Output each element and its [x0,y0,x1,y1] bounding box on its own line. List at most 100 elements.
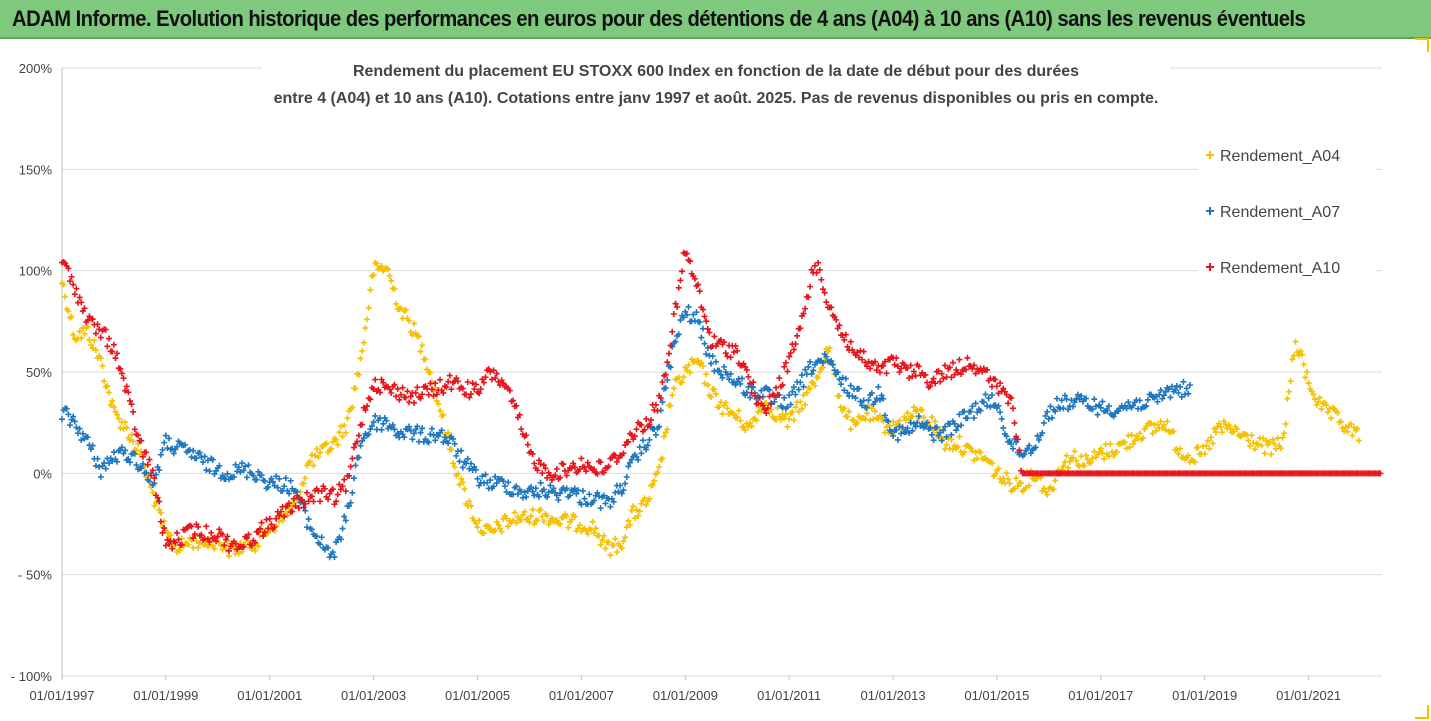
data-point [334,491,341,498]
data-point [730,349,737,356]
data-point [940,427,947,434]
data-point [618,545,625,552]
data-point [620,487,627,494]
data-point [923,379,930,386]
data-point [365,304,372,311]
data-point [498,528,505,535]
legend-marker [1206,207,1214,215]
data-point [798,405,805,412]
data-point [979,368,986,375]
data-point [84,434,91,441]
data-point [805,294,812,301]
data-point [904,409,911,416]
data-point [747,394,754,401]
data-point [623,524,630,531]
data-point [739,375,746,382]
data-point [583,468,590,475]
data-point [893,355,900,362]
data-point [682,308,689,315]
data-point [333,498,340,505]
data-point [178,535,185,542]
data-point [571,513,578,520]
data-point [513,519,520,526]
data-point [563,472,570,479]
data-point [407,427,414,434]
data-point [422,356,429,363]
data-point [828,304,835,311]
data-point [838,404,845,411]
data-point [1277,445,1284,452]
data-point [1323,402,1330,409]
data-point [1183,385,1190,392]
data-point [708,394,715,401]
series-Rendement_A04 [59,259,1362,560]
x-tick-label: 01/01/2019 [1172,688,1237,703]
data-point [724,353,731,360]
data-point [970,414,977,421]
data-point [768,406,775,413]
data-point [1157,387,1164,394]
data-point [138,437,145,444]
data-point [834,369,841,376]
data-point [909,413,916,420]
data-point [92,462,99,469]
data-point [135,440,142,447]
data-point [672,300,679,307]
data-point [1377,470,1384,477]
data-point [385,266,391,273]
data-point [1160,392,1167,399]
data-point [245,531,252,538]
data-point [474,475,481,482]
data-point [529,506,536,513]
data-point [89,316,96,323]
data-point [1269,436,1276,443]
data-point [1060,405,1067,412]
data-point [1104,407,1111,414]
data-point [1009,405,1016,412]
data-point [477,385,484,392]
data-point [505,479,512,486]
data-point [106,389,113,396]
data-point [631,433,638,440]
data-point [352,385,359,392]
data-point [953,427,960,434]
data-point [485,523,492,530]
data-point [1026,482,1033,489]
chart-title-line: entre 4 (A04) et 10 ans (A10). Cotations… [274,90,1159,107]
data-point [816,266,823,273]
data-point [156,498,163,505]
data-point [248,542,255,549]
data-point [789,408,796,415]
data-point [123,424,130,431]
data-point [680,314,687,321]
data-point [748,390,755,397]
data-point [808,370,815,377]
data-point [962,366,969,373]
data-point [451,440,458,447]
data-point [643,415,650,422]
data-point [696,288,703,295]
data-point [1089,406,1096,413]
data-point [699,306,706,313]
data-point [1123,405,1130,412]
data-point [776,375,783,382]
data-point [1081,462,1088,469]
data-point [537,506,544,513]
data-point [850,417,857,424]
data-point [774,391,781,398]
data-point [258,519,265,526]
data-point [547,482,554,489]
data-point [271,482,278,489]
data-point [1173,382,1180,389]
data-point [357,355,364,362]
data-point [125,455,132,462]
data-point [988,392,995,399]
data-point [854,419,861,426]
data-point [206,538,213,545]
data-point [607,552,614,559]
data-point [797,379,804,386]
data-point [883,370,890,377]
data-point [820,359,827,366]
data-point [555,496,562,503]
